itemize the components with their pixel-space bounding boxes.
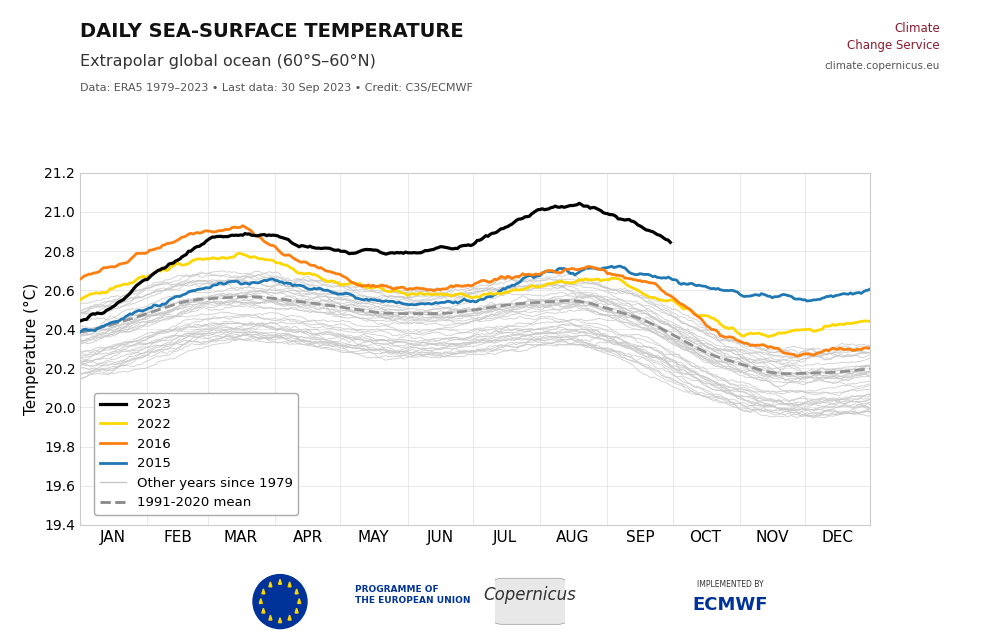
Polygon shape <box>295 608 298 613</box>
Polygon shape <box>269 582 272 587</box>
Polygon shape <box>259 598 262 604</box>
Legend: 2023, 2022, 2016, 2015, Other years since 1979, 1991-2020 mean: 2023, 2022, 2016, 2015, Other years sinc… <box>94 393 298 515</box>
Text: ECMWF: ECMWF <box>692 596 768 614</box>
Text: DAILY SEA-SURFACE TEMPERATURE: DAILY SEA-SURFACE TEMPERATURE <box>80 22 464 42</box>
Text: Extrapolar global ocean (60°S–60°N): Extrapolar global ocean (60°S–60°N) <box>80 54 376 69</box>
FancyBboxPatch shape <box>492 579 568 625</box>
Y-axis label: Temperature (°C): Temperature (°C) <box>24 283 39 415</box>
Text: Data: ERA5 1979–2023 • Last data: 30 Sep 2023 • Credit: C3S/ECMWF: Data: ERA5 1979–2023 • Last data: 30 Sep… <box>80 83 473 93</box>
Text: PROGRAMME OF
THE EUROPEAN UNION: PROGRAMME OF THE EUROPEAN UNION <box>355 585 471 605</box>
Polygon shape <box>278 579 282 584</box>
Polygon shape <box>262 589 265 594</box>
Polygon shape <box>269 615 272 620</box>
Circle shape <box>253 575 307 628</box>
Text: Copernicus: Copernicus <box>484 586 576 604</box>
Polygon shape <box>298 598 301 604</box>
Polygon shape <box>288 582 291 587</box>
Polygon shape <box>295 589 298 594</box>
Text: Climate
Change Service: Climate Change Service <box>847 22 940 52</box>
Polygon shape <box>288 615 291 620</box>
Text: climate.copernicus.eu: climate.copernicus.eu <box>825 61 940 71</box>
Text: IMPLEMENTED BY: IMPLEMENTED BY <box>697 580 763 589</box>
Polygon shape <box>262 608 265 613</box>
Polygon shape <box>278 618 282 623</box>
